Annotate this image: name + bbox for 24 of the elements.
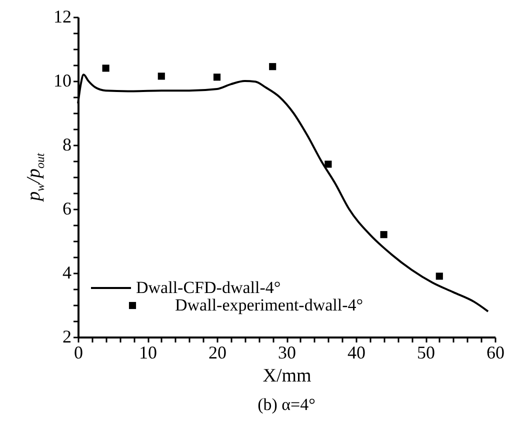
y-tick-label: 4 [62,262,72,282]
y-tick-label: 12 [54,6,72,26]
point [102,64,110,72]
x-axis-title: X/mm [262,366,312,386]
x-tick-label: 10 [139,342,157,362]
point [213,74,221,81]
legend-label: Dwall-experiment-dwall-4° [175,296,364,314]
y-tick-label: 8 [62,134,72,154]
point [158,72,165,80]
x-tick-label: 30 [278,342,296,362]
y-tick-label: 2 [62,326,72,346]
point [324,160,332,168]
x-tick-label: 50 [417,342,435,362]
x-tick-label: 20 [208,342,226,362]
x-tick-label: 40 [348,342,366,362]
y-tick-label: 10 [54,70,72,90]
point [269,63,276,70]
text: (b) α=4° [258,395,316,414]
x-tick-label: 60 [486,342,504,362]
point [380,231,388,238]
y-tick-label: 6 [62,198,72,218]
x-tick-label: 0 [74,342,83,362]
legend-label: Dwall-CFD-dwall-4° [136,278,281,297]
point [436,272,443,280]
